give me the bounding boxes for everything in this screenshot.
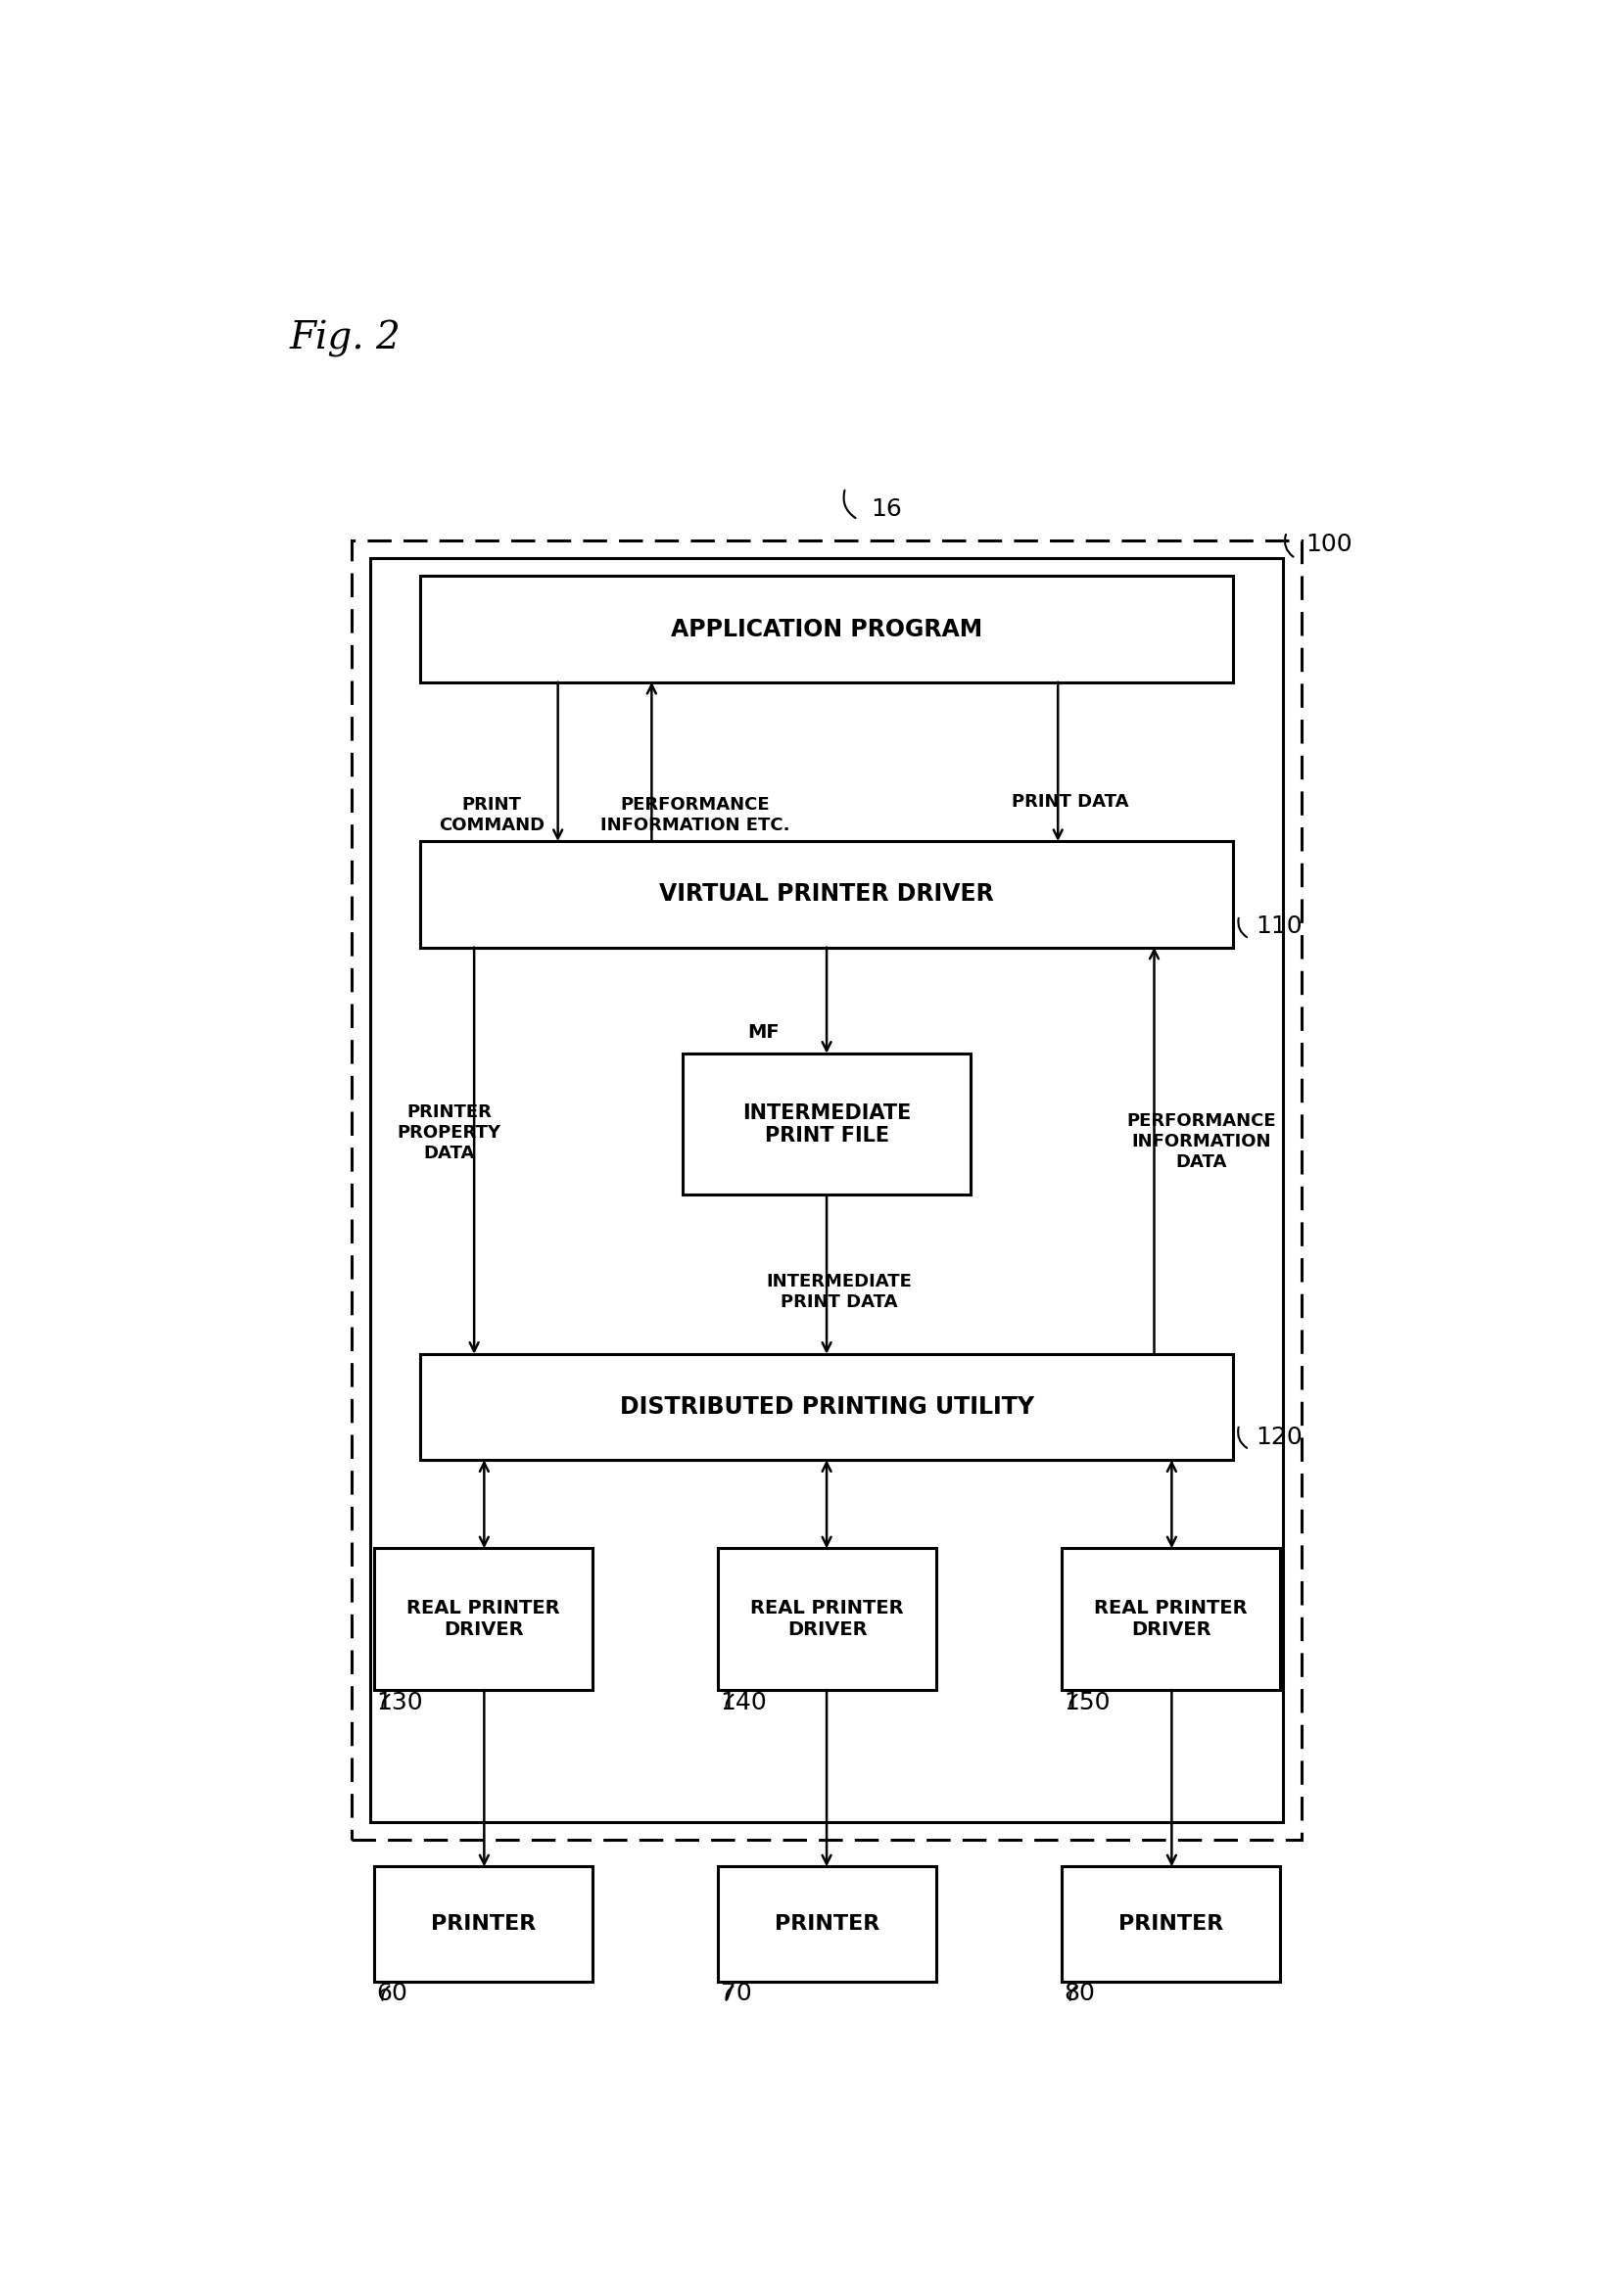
Bar — [682, 1054, 971, 1194]
Text: INTERMEDIATE
PRINT DATA: INTERMEDIATE PRINT DATA — [766, 1272, 911, 1311]
Bar — [374, 1548, 594, 1690]
Text: PRINTER: PRINTER — [1118, 1915, 1224, 1933]
Text: DISTRIBUTED PRINTING UTILITY: DISTRIBUTED PRINTING UTILITY — [619, 1396, 1034, 1419]
Text: PRINT
COMMAND: PRINT COMMAND — [439, 797, 545, 833]
Text: PRINTER: PRINTER — [431, 1915, 536, 1933]
Bar — [374, 1867, 594, 1981]
Text: VIRTUAL PRINTER DRIVER: VIRTUAL PRINTER DRIVER — [660, 882, 994, 907]
Text: 110: 110 — [1255, 914, 1302, 937]
Bar — [352, 542, 1302, 1839]
Text: PRINTER: PRINTER — [774, 1915, 879, 1933]
Text: 60: 60 — [377, 1981, 408, 2007]
Text: Fig. 2: Fig. 2 — [289, 319, 400, 356]
Text: 140: 140 — [721, 1690, 768, 1715]
Bar — [421, 840, 1232, 948]
Bar — [1061, 1548, 1281, 1690]
Text: PRINT DATA: PRINT DATA — [1011, 794, 1129, 810]
Bar — [718, 1548, 937, 1690]
Text: APPLICATION PROGRAM: APPLICATION PROGRAM — [671, 618, 982, 641]
Bar — [371, 558, 1282, 1823]
Bar — [421, 576, 1232, 682]
Text: REAL PRINTER
DRIVER: REAL PRINTER DRIVER — [406, 1598, 560, 1639]
Text: 16: 16 — [871, 498, 902, 521]
Text: 120: 120 — [1255, 1426, 1302, 1449]
Text: MF: MF — [748, 1024, 779, 1042]
Text: 150: 150 — [1065, 1690, 1111, 1715]
Text: 100: 100 — [1305, 533, 1352, 556]
Text: PRINTER
PROPERTY
DATA: PRINTER PROPERTY DATA — [397, 1104, 502, 1162]
Text: 80: 80 — [1065, 1981, 1095, 2007]
Text: 130: 130 — [377, 1690, 423, 1715]
Bar — [718, 1867, 937, 1981]
Text: 70: 70 — [721, 1981, 752, 2007]
Bar — [1061, 1867, 1281, 1981]
Bar — [421, 1355, 1232, 1460]
Text: INTERMEDIATE
PRINT FILE: INTERMEDIATE PRINT FILE — [742, 1102, 911, 1146]
Text: REAL PRINTER
DRIVER: REAL PRINTER DRIVER — [750, 1598, 903, 1639]
Text: PERFORMANCE
INFORMATION
DATA: PERFORMANCE INFORMATION DATA — [1127, 1114, 1276, 1171]
Text: REAL PRINTER
DRIVER: REAL PRINTER DRIVER — [1094, 1598, 1248, 1639]
Text: PERFORMANCE
INFORMATION ETC.: PERFORMANCE INFORMATION ETC. — [600, 797, 790, 833]
